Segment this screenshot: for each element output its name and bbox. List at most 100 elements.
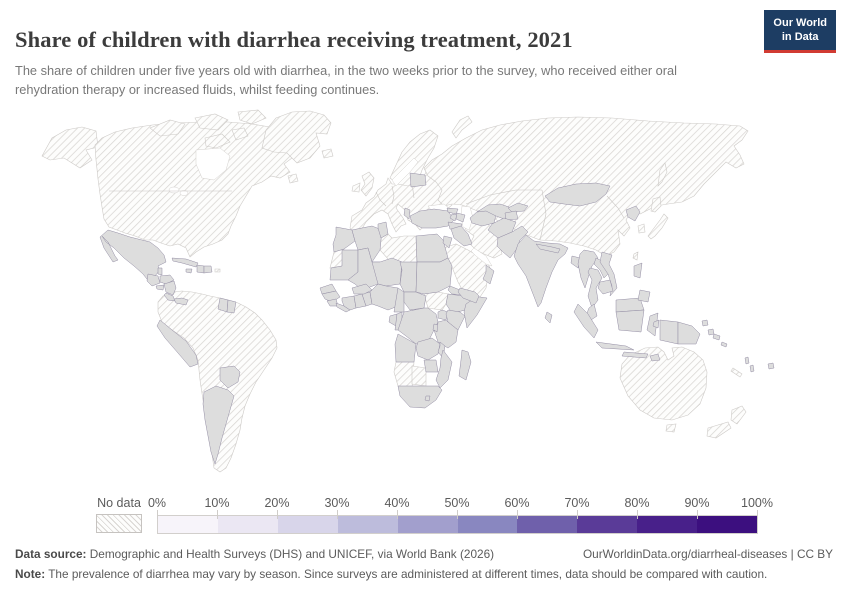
country-yemen[interactable]: [457, 287, 480, 304]
country-mali[interactable]: [347, 247, 381, 291]
note-label: Note:: [15, 567, 46, 581]
data-source-label: Data source:: [15, 547, 87, 561]
country-panama[interactable]: [173, 297, 189, 306]
country-jamaica[interactable]: [185, 268, 193, 274]
country-lesotho[interactable]: [424, 395, 431, 402]
country-mongolia[interactable]: [544, 182, 611, 207]
country-indonesia-moluccas[interactable]: [652, 319, 660, 329]
country-jordan[interactable]: [442, 235, 453, 249]
country-guatemala[interactable]: [146, 273, 161, 287]
landmass-sakhalin: [657, 162, 668, 187]
country-liberia[interactable]: [335, 302, 351, 313]
country-albania[interactable]: [403, 207, 411, 220]
country-haiti[interactable]: [196, 264, 205, 274]
landmass-south-korea: [637, 223, 646, 234]
country-png-islands[interactable]: [701, 319, 715, 336]
country-png[interactable]: [677, 321, 701, 345]
country-nigeria[interactable]: [369, 283, 399, 311]
country-burkina-faso[interactable]: [351, 283, 373, 295]
country-drc[interactable]: [397, 307, 439, 345]
country-nicaragua[interactable]: [163, 280, 177, 296]
country-myanmar[interactable]: [577, 249, 599, 289]
country-indonesia-lesser-sunda[interactable]: [621, 351, 649, 359]
country-oman[interactable]: [482, 264, 495, 285]
owid-logo-line2: in Data: [781, 31, 819, 44]
country-sri-lanka[interactable]: [544, 311, 553, 324]
country-nepal[interactable]: [535, 243, 561, 254]
landmass-japan: [647, 196, 669, 240]
landmass-iceland: [321, 148, 334, 159]
country-philippines-mindanao[interactable]: [637, 289, 651, 303]
baltic-sea: [391, 157, 419, 187]
country-timor[interactable]: [649, 353, 661, 362]
country-tunisia[interactable]: [377, 221, 389, 239]
country-indonesia-papua[interactable]: [659, 319, 679, 345]
country-tajikistan[interactable]: [504, 210, 519, 221]
country-indonesia-sumatra[interactable]: [573, 303, 599, 339]
country-iraq[interactable]: [450, 225, 473, 247]
country-bangladesh[interactable]: [570, 255, 581, 269]
country-angola[interactable]: [394, 333, 417, 363]
landmass-new-caledonia: [730, 367, 743, 378]
country-indonesia-sulawesi[interactable]: [646, 312, 659, 337]
country-cambodia[interactable]: [597, 279, 614, 295]
country-paraguay[interactable]: [219, 365, 241, 389]
landmass-namibia: [393, 361, 415, 389]
country-cameroon[interactable]: [393, 287, 405, 313]
landmass-novaya-zemlya: [451, 115, 473, 139]
footer-link[interactable]: OurWorldinData.org/diarrheal-diseases | …: [582, 547, 833, 561]
landmass-australia: [619, 346, 708, 421]
country-morocco[interactable]: [332, 226, 356, 253]
owid-logo[interactable]: Our World in Data: [764, 10, 836, 53]
country-car[interactable]: [403, 291, 427, 311]
footer: Data source: Demographic and Health Surv…: [15, 547, 833, 561]
country-thailand[interactable]: [587, 267, 603, 309]
country-argentina[interactable]: [202, 385, 235, 465]
owid-logo-line1: Our World: [773, 17, 827, 29]
no-data-label: No data: [97, 496, 141, 510]
country-georgia[interactable]: [446, 207, 459, 215]
country-armenia[interactable]: [449, 213, 458, 222]
country-north-korea[interactable]: [625, 205, 641, 222]
country-tanzania[interactable]: [433, 319, 459, 349]
landmass-taiwan: [632, 251, 639, 261]
country-philippines-luzon[interactable]: [633, 262, 643, 279]
landmass-ireland: [351, 182, 361, 193]
country-indonesia-java[interactable]: [595, 341, 635, 351]
country-dominican-republic[interactable]: [203, 265, 213, 274]
country-chad[interactable]: [399, 261, 418, 293]
landmass-alaska: [41, 126, 99, 169]
country-south-africa[interactable]: [397, 385, 443, 409]
country-egypt[interactable]: [415, 233, 449, 263]
no-data-swatch[interactable]: [96, 514, 142, 533]
country-el-salvador[interactable]: [155, 284, 165, 291]
country-madagascar[interactable]: [458, 349, 472, 381]
country-zimbabwe[interactable]: [423, 359, 439, 373]
note-value: The prevalence of diarrhea may vary by s…: [45, 567, 768, 581]
landmass-new-zealand: [706, 405, 747, 439]
country-peru[interactable]: [156, 319, 199, 368]
country-solomon-islands[interactable]: [712, 333, 728, 348]
country-zambia[interactable]: [415, 337, 441, 361]
data-source-text: Data source: Demographic and Health Surv…: [15, 547, 494, 561]
landmass-arctic-islands: [149, 109, 299, 184]
country-vietnam[interactable]: [599, 251, 618, 297]
country-mozambique[interactable]: [435, 349, 453, 389]
country-costa-rica[interactable]: [163, 292, 176, 302]
landmass-greenland: [261, 110, 332, 164]
country-cuba[interactable]: [171, 257, 199, 268]
country-vanuatu[interactable]: [744, 356, 755, 373]
landmass-south-sudan: [423, 291, 449, 311]
hudson-bay: [195, 147, 231, 181]
country-india[interactable]: [513, 234, 569, 308]
country-fiji[interactable]: [767, 362, 775, 370]
country-suriname[interactable]: [226, 299, 237, 314]
country-indonesia-kalimantan[interactable]: [615, 309, 645, 333]
country-kyrgyzstan[interactable]: [507, 202, 529, 213]
country-belize[interactable]: [157, 267, 163, 276]
country-sudan[interactable]: [415, 257, 453, 295]
page-title: Share of children with diarrhea receivin…: [15, 27, 573, 53]
page-subtitle: The share of children under five years o…: [15, 62, 677, 97]
country-belarus[interactable]: [409, 172, 427, 188]
country-azerbaijan[interactable]: [455, 212, 466, 223]
